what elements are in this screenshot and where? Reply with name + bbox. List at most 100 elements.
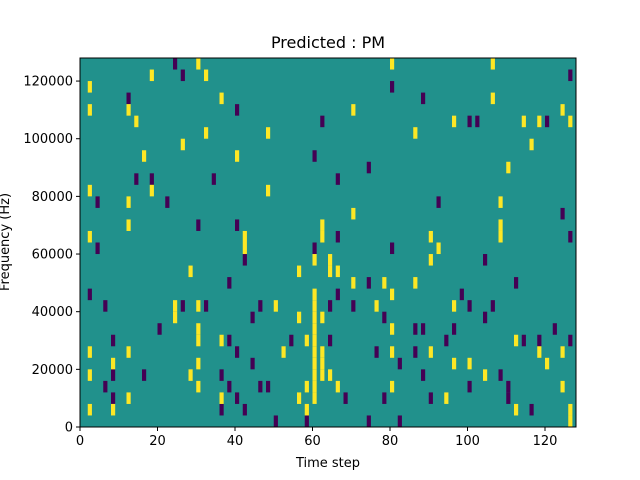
heatmap-cell-low [397,415,402,427]
heatmap-cell-high [196,380,201,393]
heatmap-cell-high [328,265,333,278]
heatmap-cell-high [428,254,433,266]
heatmap-cell-high [545,357,550,370]
heatmap-cell-low [467,300,472,312]
heatmap-cell-low [95,242,100,255]
heatmap-cell-low [428,392,433,404]
heatmap-cell-high [196,334,201,347]
x-tick-label: 60 [304,434,321,449]
heatmap-cell-low [490,300,495,312]
heatmap-cell-low [180,300,185,312]
heatmap-cell-high [498,219,503,231]
heatmap-cell-low [180,69,185,82]
heatmap-cell-high [126,392,131,404]
heatmap-cell-low [421,323,426,335]
heatmap-cell-high [235,150,240,162]
heatmap-cell-low [111,369,116,381]
heatmap-cell-low [374,346,379,358]
heatmap-cell-high [428,346,433,358]
heatmap-cell-low [568,69,573,82]
y-axis: 0 20000 40000 60000 80000 100000 120000 [23,75,80,436]
heatmap-background [80,58,576,427]
heatmap-cell-low [103,380,108,393]
heatmap-cell-high [219,392,224,404]
heatmap-cell-low [421,92,426,105]
heatmap-cell-low [235,346,240,358]
heatmap-cell-low [250,357,255,370]
heatmap-cell-high [374,300,379,312]
x-tick-label: 20 [149,434,166,449]
heatmap-cell-low [413,323,418,335]
heatmap-cell-low [382,392,387,404]
heatmap-cell-high [242,230,247,243]
heatmap-cell-high [149,184,154,197]
heatmap-cell-low [545,115,550,128]
heatmap-cell-high [312,357,317,370]
heatmap-cell-low [219,369,224,381]
heatmap-cell-high [452,300,457,312]
x-tick-label: 40 [227,434,244,449]
heatmap-cell-low [103,300,108,312]
heatmap-cell-high [312,288,317,301]
heatmap-cell-low [351,300,356,312]
heatmap-cell-high [134,115,139,128]
heatmap-cell-low [235,392,240,404]
heatmap-cell-high [390,288,395,301]
heatmap-cell-low [304,415,309,427]
heatmap-cell-high [483,369,488,381]
heatmap-cell-low [483,311,488,324]
heatmap-cell-low [366,415,371,427]
heatmap-cell-low [227,380,232,393]
heatmap-cell-high [312,300,317,312]
heatmap-cell-low [204,300,209,312]
heatmap-cell-low [568,230,573,243]
heatmap-cell-high [490,58,495,70]
heatmap-cell-low [335,230,340,243]
heatmap-cell-high [320,369,325,381]
heatmap-cell-high [196,300,201,312]
heatmap-cell-low [142,369,147,381]
heatmap-cell-low [111,334,116,347]
heatmap-cell-low [266,380,271,393]
heatmap-cell-high [452,115,457,128]
y-tick-label: 0 [65,421,73,436]
heatmap-cell-high [328,369,333,381]
heatmap-cell-low [126,92,131,105]
heatmap-cell-high [219,334,224,347]
x-axis: 0 20 40 60 80 100 120 [76,427,557,449]
heatmap-cell-high [335,265,340,278]
heatmap-cell-low [335,173,340,185]
heatmap-cell-low [95,196,100,208]
heatmap-cell-low [421,369,426,381]
x-tick-label: 0 [76,434,84,449]
heatmap-cell-high [266,127,271,139]
heatmap-cell-high [142,150,147,162]
heatmap-cell-low [436,196,441,208]
heatmap-cell-high [111,357,116,370]
heatmap-cell-high [87,81,92,93]
heatmap-cell-low [529,403,534,416]
y-tick-label: 60000 [32,248,73,263]
heatmap-cell-low [173,58,178,70]
heatmap-cell-high [529,138,534,151]
heatmap-cell-low [134,173,139,185]
heatmap-cell-high [498,196,503,208]
heatmap-cell-low [235,104,240,116]
heatmap-cell-high [196,58,201,70]
heatmap-cell-high [506,161,511,174]
heatmap-cell-high [126,219,131,231]
heatmap-cell-low [382,311,387,324]
heatmap-cell-high [87,184,92,197]
heatmap-cell-high [312,346,317,358]
heatmap-cell-high [390,58,395,70]
heatmap-cell-high [351,277,356,289]
heatmap-cell-high [428,230,433,243]
heatmap-cell-low [475,115,480,128]
heatmap-cell-low [320,115,325,128]
heatmap-cell-low [568,334,573,347]
heatmap-cell-low [521,334,526,347]
heatmap-cell-high [87,104,92,116]
heatmap-cell-high [312,311,317,324]
heatmap-cell-low [560,207,565,220]
heatmap-cell-high [537,115,542,128]
